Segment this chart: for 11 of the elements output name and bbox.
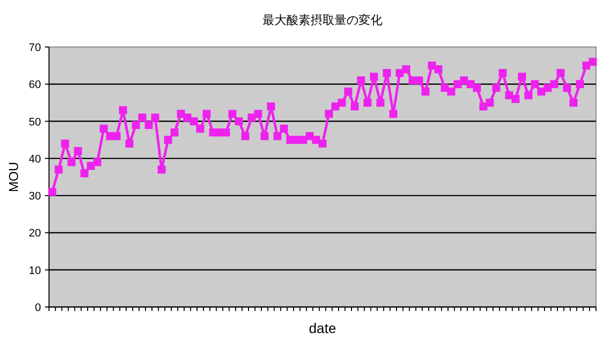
y-tick-label: 10 [28, 264, 41, 277]
chart-title: 最大酸素摂取量の変化 [262, 13, 382, 27]
x-axis-title: date [308, 320, 336, 336]
y-tick-label: 60 [28, 79, 41, 92]
y-axis-title: MOU [6, 162, 21, 192]
y-tick-label: 70 [28, 42, 41, 54]
y-tick-label: 0 [34, 302, 41, 314]
y-tick-label: 50 [28, 116, 41, 128]
y-tick-label: 30 [28, 190, 41, 203]
y-tick-label: 40 [28, 153, 41, 166]
y-tick-label: 20 [28, 228, 41, 240]
